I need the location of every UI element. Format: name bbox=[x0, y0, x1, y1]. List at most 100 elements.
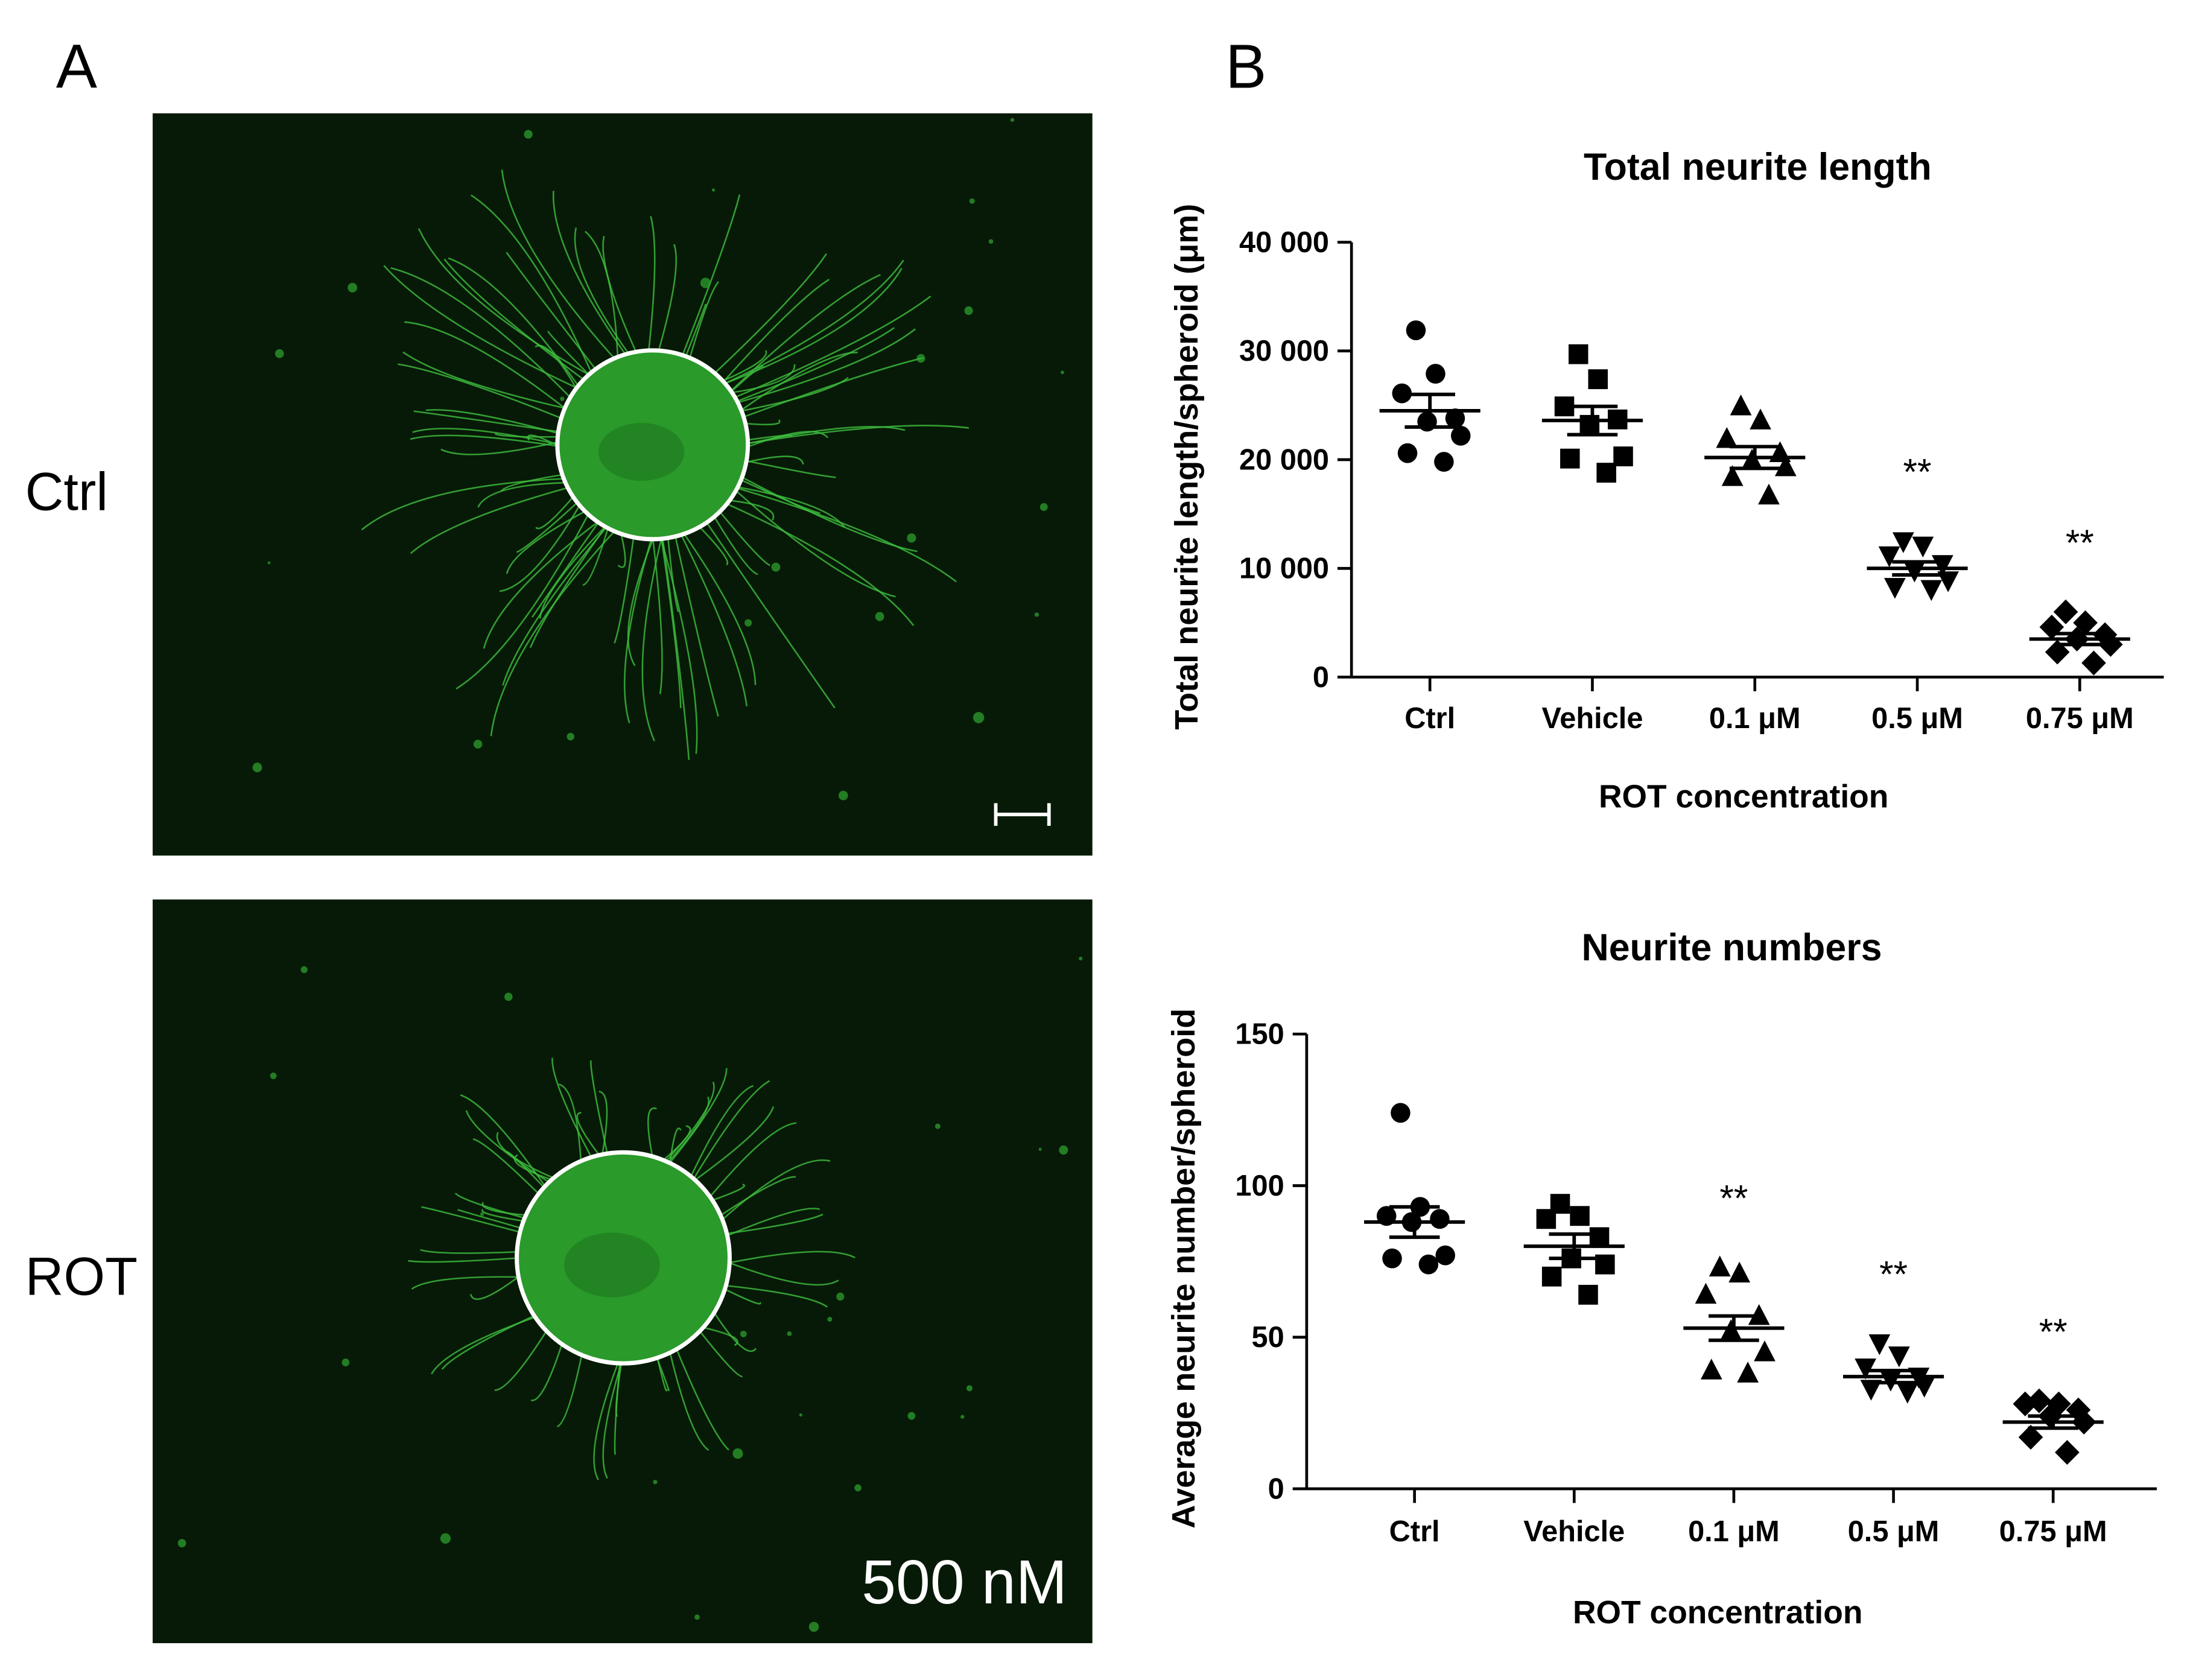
neurite bbox=[728, 328, 916, 406]
significance: ** bbox=[1903, 451, 1932, 492]
neurite bbox=[679, 194, 741, 363]
neurite bbox=[658, 531, 698, 754]
neurite bbox=[701, 515, 836, 709]
data-point bbox=[1860, 1380, 1882, 1401]
neurite bbox=[711, 1176, 796, 1222]
neurite bbox=[454, 1193, 535, 1222]
neurite bbox=[506, 506, 594, 574]
data-point bbox=[1596, 463, 1616, 483]
neurite bbox=[535, 489, 580, 530]
image-label: ROT bbox=[25, 1246, 138, 1307]
debris bbox=[732, 1448, 743, 1459]
debris bbox=[504, 992, 513, 1001]
neurite bbox=[728, 484, 957, 583]
neurite bbox=[496, 1132, 564, 1183]
spheroid-outline bbox=[555, 348, 751, 542]
data-point bbox=[1418, 1254, 1439, 1275]
neurite bbox=[501, 170, 621, 366]
neurite bbox=[553, 191, 631, 362]
y-tick-label: 150 bbox=[1235, 1018, 1284, 1050]
data-point bbox=[1868, 1334, 1891, 1355]
neurite bbox=[582, 519, 611, 586]
debris bbox=[1059, 1145, 1068, 1155]
data-point bbox=[1451, 425, 1471, 446]
x-axis-label: ROT concentration bbox=[1573, 1594, 1862, 1631]
debris bbox=[252, 762, 262, 773]
neurite bbox=[598, 1091, 608, 1164]
neurite bbox=[402, 351, 574, 411]
data-point bbox=[2045, 639, 2070, 665]
significance: ** bbox=[1719, 1178, 1748, 1219]
debris bbox=[267, 561, 271, 565]
data-point bbox=[1569, 344, 1588, 364]
neurite bbox=[408, 1257, 528, 1263]
neurite bbox=[655, 244, 677, 359]
neurite bbox=[361, 477, 574, 531]
data-point bbox=[1937, 571, 1959, 592]
neurite bbox=[728, 327, 895, 405]
debris bbox=[270, 1072, 277, 1079]
neurite bbox=[413, 410, 568, 434]
neurite bbox=[641, 530, 664, 741]
neurite bbox=[728, 483, 896, 598]
neurite bbox=[551, 1057, 597, 1166]
data-point bbox=[1695, 1282, 1717, 1304]
data-point bbox=[1392, 383, 1412, 404]
neurite bbox=[593, 1354, 622, 1480]
data-point bbox=[1578, 1284, 1598, 1305]
neurite bbox=[410, 484, 577, 554]
neurite bbox=[494, 1322, 553, 1391]
chart-title: Total neurite length bbox=[1584, 146, 1932, 188]
data-point bbox=[1589, 1227, 1610, 1247]
x-tick-label: 0.5 μM bbox=[1848, 1515, 1940, 1548]
image-label: Ctrl bbox=[25, 461, 108, 522]
debris bbox=[988, 239, 994, 244]
neurite bbox=[732, 351, 858, 417]
debris bbox=[740, 1330, 747, 1337]
data-point bbox=[2081, 650, 2106, 676]
neurite bbox=[410, 434, 567, 449]
debris bbox=[480, 1212, 484, 1216]
neurite bbox=[714, 504, 771, 566]
data-point bbox=[1382, 1248, 1402, 1269]
neurite bbox=[420, 1249, 528, 1254]
data-point bbox=[1435, 1245, 1455, 1266]
debris bbox=[827, 1316, 833, 1322]
data-point bbox=[1903, 562, 1926, 583]
debris bbox=[440, 1533, 451, 1544]
spheroid-core bbox=[564, 1232, 660, 1298]
panel-label: A bbox=[56, 31, 98, 101]
neurite bbox=[500, 472, 572, 492]
x-tick-label: Ctrl bbox=[1404, 702, 1455, 735]
neurite bbox=[506, 252, 601, 376]
data-point bbox=[1888, 1346, 1910, 1368]
x-tick-label: 0.5 μM bbox=[1871, 702, 1963, 735]
data-point bbox=[1397, 443, 1418, 463]
neurite bbox=[733, 472, 918, 553]
neurite bbox=[440, 439, 568, 455]
debris bbox=[836, 1292, 845, 1301]
image-annotation: 500 nM bbox=[862, 1547, 1067, 1617]
neurite bbox=[390, 267, 578, 405]
data-point bbox=[1536, 1209, 1557, 1229]
y-tick-label: 0 bbox=[1268, 1472, 1284, 1505]
debris bbox=[771, 562, 781, 572]
neurite bbox=[717, 1208, 820, 1241]
neurite bbox=[719, 1250, 855, 1266]
neurite bbox=[688, 1080, 770, 1188]
neurite bbox=[679, 527, 757, 685]
neurite bbox=[647, 1107, 657, 1167]
x-tick-label: Vehicle bbox=[1541, 702, 1643, 735]
x-tick-label: Vehicle bbox=[1523, 1515, 1625, 1548]
neurite bbox=[677, 527, 748, 706]
debris bbox=[560, 396, 565, 401]
data-point bbox=[1434, 452, 1454, 472]
neurite bbox=[490, 524, 621, 737]
neurite bbox=[558, 1083, 583, 1171]
significance: ** bbox=[1879, 1254, 1908, 1295]
significance: ** bbox=[2039, 1311, 2067, 1352]
neurite bbox=[647, 215, 656, 359]
y-tick-label: 20 000 bbox=[1239, 443, 1329, 476]
neurite bbox=[709, 509, 758, 575]
